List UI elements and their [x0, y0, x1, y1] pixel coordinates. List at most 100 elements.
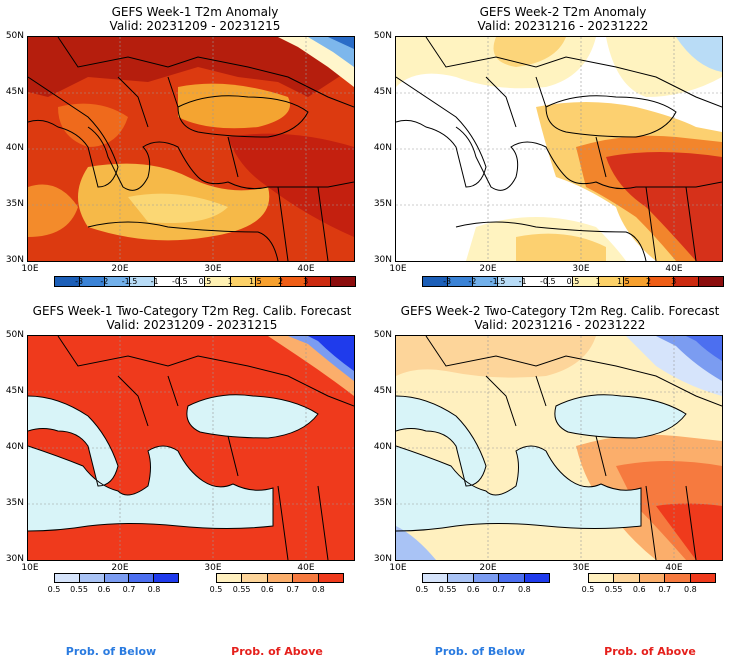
panel-br-valid: Valid: 20231216 - 20231222 — [474, 318, 646, 332]
br-lon-40: 40E — [665, 563, 683, 573]
tr-lon-40: 40E — [665, 264, 683, 274]
br-lat-35: 35N — [373, 498, 392, 508]
br-below-swatch — [473, 574, 500, 582]
bl-above-label: 0.6 — [260, 585, 274, 594]
tr-anomaly-swatch — [448, 277, 474, 286]
tr-anomaly-label: -1.5 — [489, 277, 506, 286]
bl-above-label: 0.55 — [232, 585, 251, 594]
bl-lon-10: 10E — [21, 563, 39, 573]
bl-lat-50: 50N — [5, 330, 24, 340]
tl-anomaly-label: 1 — [227, 277, 233, 286]
bl-lat-40: 40N — [5, 442, 24, 452]
tl-anomaly-label: 0.5 — [198, 277, 212, 286]
bl-lat-30: 30N — [5, 554, 24, 564]
br-below-label: 0.6 — [466, 585, 480, 594]
bl-above-label: 0.7 — [286, 585, 300, 594]
tl-anomaly-swatch — [55, 277, 81, 286]
map-week1-prob-overlay — [28, 336, 354, 560]
tr-anomaly-label: 3 — [671, 277, 677, 286]
tr-anomaly-label: -3 — [443, 277, 452, 286]
map-week2-prob — [395, 335, 723, 561]
panel-bl-title: GEFS Week-1 Two-Category T2m Reg. Calib.… — [17, 304, 367, 332]
bl-below-swatch — [104, 574, 130, 582]
tr-anomaly-swatch — [523, 277, 549, 286]
br-below-swatch — [448, 574, 474, 582]
map-week1-anomaly — [27, 36, 355, 262]
tr-anomaly-swatch — [423, 277, 449, 286]
tr-anomaly-swatch — [673, 277, 699, 286]
bl-above-swatch — [242, 574, 268, 582]
br-above-label: 0.55 — [604, 585, 623, 594]
br-above-label: 0.8 — [684, 585, 697, 594]
tl-anomaly-swatch — [155, 277, 181, 286]
tr-lat-30: 30N — [373, 255, 392, 265]
tr-lon-10: 10E — [389, 264, 407, 274]
map-week2-prob-field — [396, 336, 722, 560]
br-above-colorbar — [588, 573, 716, 583]
bl-below-label: 0.5 — [47, 585, 61, 594]
tl-lon-20: 20E — [111, 264, 129, 274]
tr-anomaly-label: 1 — [595, 277, 601, 286]
tl-anomaly-label: -0.5 — [172, 277, 188, 286]
br-above-swatch — [639, 574, 666, 582]
bl-prob-above-label: Prob. of Above — [231, 645, 323, 658]
panel-tl-valid: Valid: 20231209 - 20231215 — [109, 19, 281, 33]
tl-anomaly-swatch — [280, 277, 306, 286]
tr-anomaly-colorbar — [422, 276, 724, 287]
bl-below-label: 0.8 — [147, 585, 161, 594]
bl-above-swatch — [217, 574, 243, 582]
bl-lat-45: 45N — [5, 386, 24, 396]
map-week1-anomaly-overlay — [28, 37, 354, 261]
tr-anomaly-label: -0.5 — [540, 277, 556, 286]
tr-anomaly-swatch — [648, 277, 674, 286]
map-week2-prob-overlay — [396, 336, 722, 560]
tl-lat-35: 35N — [5, 199, 24, 209]
tr-anomaly-label: -2 — [468, 277, 477, 286]
br-below-label: 0.8 — [518, 585, 531, 594]
panel-br-title-line: GEFS Week-2 Two-Category T2m Reg. Calib.… — [400, 304, 720, 318]
tl-lon-30: 30E — [204, 264, 222, 274]
tr-anomaly-swatch — [698, 277, 723, 286]
panel-tr-title-line: GEFS Week-2 T2m Anomaly — [479, 5, 647, 19]
tr-anomaly-swatch — [623, 277, 649, 286]
tl-anomaly-swatch — [330, 277, 355, 286]
tr-anomaly-swatch — [473, 277, 499, 286]
br-prob-above-label: Prob. of Above — [604, 645, 696, 658]
br-below-swatch — [423, 574, 449, 582]
bl-below-swatch — [129, 574, 155, 582]
br-below-colorbar — [422, 573, 550, 583]
br-above-swatch — [589, 574, 615, 582]
map-week1-anomaly-field — [28, 37, 354, 261]
br-prob-below-label: Prob. of Below — [434, 645, 526, 658]
tr-lon-30: 30E — [572, 264, 590, 274]
tl-anomaly-swatch — [80, 277, 106, 286]
tr-anomaly-label: 0.5 — [566, 277, 580, 286]
tl-anomaly-label: -2 — [100, 277, 109, 286]
bl-lat-35: 35N — [5, 498, 24, 508]
tr-anomaly-swatch — [498, 277, 524, 286]
tl-anomaly-swatch — [180, 277, 206, 286]
bl-below-swatch — [55, 574, 80, 582]
bl-lon-30: 30E — [204, 563, 222, 573]
br-above-label: 0.7 — [658, 585, 672, 594]
br-lon-30: 30E — [572, 563, 590, 573]
br-lat-45: 45N — [373, 386, 392, 396]
tl-anomaly-label: -1.5 — [121, 277, 138, 286]
tr-anomaly-label: -1 — [518, 277, 527, 286]
tr-lat-50: 50N — [373, 31, 392, 41]
tr-anomaly-label: 1.5 — [616, 277, 630, 286]
bl-above-colorbar — [216, 573, 344, 583]
br-below-label: 0.55 — [438, 585, 457, 594]
tl-anomaly-swatch — [205, 277, 231, 286]
tl-lon-40: 40E — [297, 264, 315, 274]
bl-below-swatch — [154, 574, 178, 582]
tl-lon-10: 10E — [21, 264, 39, 274]
tl-anomaly-swatch — [305, 277, 331, 286]
br-below-label: 0.7 — [492, 585, 506, 594]
map-week1-prob-field — [28, 336, 354, 560]
tl-lat-50: 50N — [5, 31, 24, 41]
bl-above-label: 0.8 — [312, 585, 325, 594]
tl-anomaly-colorbar — [54, 276, 356, 287]
bl-above-label: 0.5 — [209, 585, 223, 594]
tl-anomaly-swatch — [130, 277, 156, 286]
